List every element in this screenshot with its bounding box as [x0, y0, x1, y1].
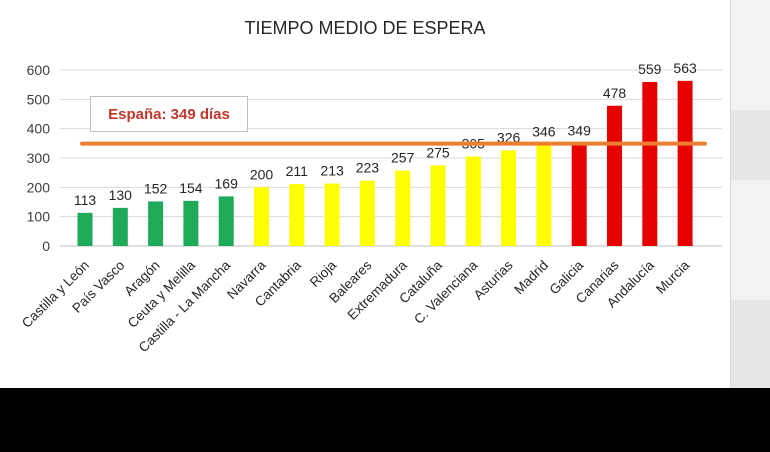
- reference-label-box: España: 349 días: [90, 96, 248, 132]
- bar: [218, 196, 234, 246]
- y-tick-label: 100: [27, 209, 51, 225]
- bar: [254, 187, 269, 246]
- data-label: 478: [603, 85, 627, 101]
- bar: [642, 82, 658, 246]
- data-label: 326: [497, 129, 521, 145]
- data-label: 130: [109, 187, 133, 203]
- y-tick-label: 400: [27, 121, 51, 137]
- bar: [183, 200, 199, 246]
- data-label: 213: [320, 163, 344, 179]
- x-tick-label: Murcia: [653, 257, 693, 297]
- data-label: 257: [391, 150, 415, 166]
- bar: [571, 143, 587, 246]
- bar: [536, 144, 552, 246]
- data-label: 563: [673, 60, 697, 76]
- bar: [148, 201, 164, 246]
- decorative-shape: [730, 300, 770, 388]
- chart-card: TIEMPO MEDIO DE ESPERA 0 100 200 300 400 500 6…: [0, 0, 731, 388]
- decorative-shape: [730, 110, 770, 180]
- bar: [465, 156, 481, 246]
- y-tick-label: 600: [27, 62, 51, 78]
- y-tick-label: 300: [27, 150, 51, 166]
- data-label: 275: [426, 144, 450, 160]
- data-label: 154: [179, 180, 203, 196]
- data-label: 200: [250, 166, 274, 182]
- bar: [607, 105, 622, 246]
- chart-title: TIEMPO MEDIO DE ESPERA: [244, 18, 485, 38]
- y-tick-label: 200: [27, 179, 51, 195]
- bar: [430, 165, 446, 246]
- data-label: 169: [215, 175, 239, 191]
- x-tick-label: Madrid: [511, 258, 551, 298]
- bar: [112, 207, 128, 246]
- bar: [77, 212, 93, 246]
- y-tick-label: 0: [42, 238, 50, 254]
- data-label: 152: [144, 180, 168, 196]
- data-label: 559: [638, 61, 662, 77]
- bar: [289, 184, 305, 246]
- x-tick-label: Rioja: [307, 257, 340, 290]
- reference-label: España: 349 días: [108, 105, 230, 123]
- bar: [501, 150, 517, 246]
- data-label: 113: [74, 192, 97, 208]
- y-tick-label: 500: [27, 91, 51, 107]
- bar: [395, 170, 411, 246]
- data-label: 349: [568, 123, 592, 139]
- data-label: 211: [286, 163, 309, 179]
- bar: [324, 183, 340, 246]
- chart: TIEMPO MEDIO DE ESPERA 0 100 200 300 400 500 6…: [19, 18, 722, 355]
- data-label: 346: [532, 124, 556, 140]
- bar: [677, 80, 693, 246]
- x-tick-label: Asturias: [471, 257, 516, 302]
- data-label: 223: [356, 160, 380, 176]
- bar: [359, 180, 375, 246]
